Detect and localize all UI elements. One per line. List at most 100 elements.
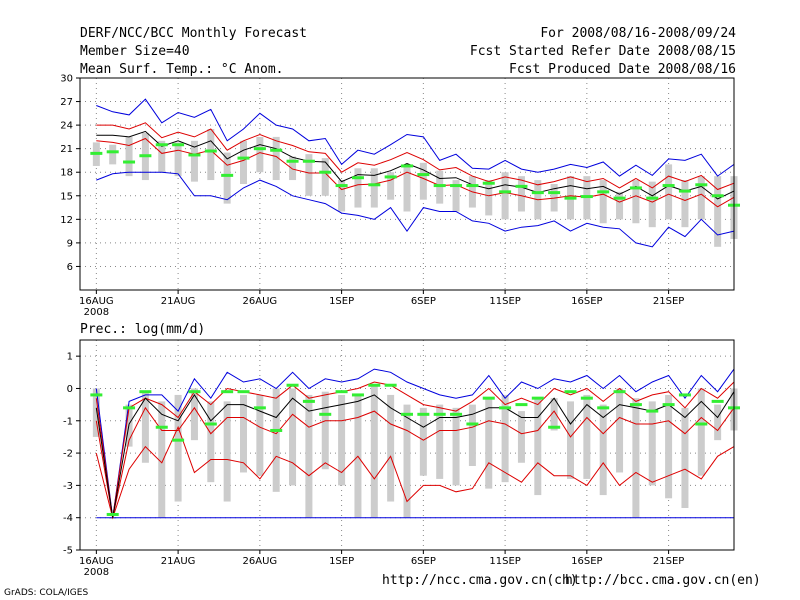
temp-observed-mark: [384, 175, 397, 179]
temp-observed-mark: [646, 196, 659, 200]
temp-observed-mark: [253, 147, 266, 151]
prec-box: [289, 388, 297, 486]
temp-box: [289, 156, 297, 181]
temp-box: [338, 180, 346, 212]
temp-observed-mark: [106, 150, 119, 154]
prec-xtick-label: 26AUG: [243, 556, 278, 567]
prec-box: [403, 404, 411, 518]
temp-box: [305, 154, 313, 196]
prec-lower-bound-line: [95, 425, 735, 520]
bcc-link[interactable]: http://bcc.cma.gov.cn(en): [565, 573, 761, 588]
temp-lower-line: [96, 137, 735, 208]
temp-xtick-label: 16AUG: [79, 296, 114, 307]
prec-observed-mark: [531, 396, 544, 400]
prec-observed-mark: [90, 393, 103, 397]
temp-observed-mark: [401, 164, 413, 168]
forecast-period: For 2008/08/16-2008/09/24: [540, 26, 736, 41]
temp-observed-mark: [204, 149, 217, 153]
temp-observed-mark: [515, 184, 528, 188]
temp-box: [354, 168, 362, 208]
prec-observed-mark: [123, 406, 136, 410]
forecast-title: DERF/NCC/BCC Monthly Forecast: [80, 26, 307, 41]
temp-ytick-label: 12: [60, 215, 73, 226]
prec-box: [501, 394, 509, 483]
temp-box: [321, 158, 329, 196]
prec-box: [517, 411, 525, 463]
temp-observed-mark: [90, 151, 103, 155]
temp-box: [190, 140, 198, 182]
prec-box: [321, 391, 329, 470]
temp-box: [436, 170, 444, 204]
produced-date: Fcst Produced Date 2008/08/16: [509, 62, 736, 77]
temp-xtick-label: 16SEP: [571, 296, 602, 307]
ncc-link[interactable]: http://ncc.cma.gov.cn(ch): [382, 573, 578, 588]
prec-box: [419, 407, 427, 476]
prec-box: [534, 398, 542, 496]
temp-observed-mark: [597, 190, 610, 194]
temp-box: [403, 164, 411, 212]
temp-ytick-label: 21: [60, 144, 73, 155]
temp-observed-mark: [678, 189, 691, 193]
prec-max-line: [95, 368, 735, 518]
temp-box: [616, 191, 624, 220]
prec-observed-mark: [319, 412, 332, 416]
prec-observed-mark: [368, 383, 381, 387]
temp-observed-mark: [417, 173, 430, 177]
prec-observed-mark: [139, 390, 152, 394]
prec-box: [223, 401, 231, 502]
prec-observed-mark: [613, 390, 626, 394]
temp-min-line: [96, 171, 735, 248]
prec-box: [436, 404, 444, 479]
temp-box: [158, 140, 166, 173]
prec-observed-mark: [188, 390, 201, 394]
prec-box: [648, 401, 656, 486]
prec-ytick-label: 0: [67, 384, 73, 395]
started-date: Fcst Started Refer Date 2008/08/15: [469, 44, 736, 59]
temp-box: [632, 180, 640, 224]
prec-box: [305, 394, 313, 518]
temp-box: [517, 176, 525, 212]
prec-observed-mark: [172, 438, 185, 442]
prec-ytick-label: -5: [63, 546, 73, 557]
temp-box: [714, 176, 722, 247]
temp-box: [223, 152, 231, 204]
prec-xtick-label: 1SEP: [329, 556, 354, 567]
prec-box: [370, 385, 378, 518]
temp-observed-mark: [433, 184, 446, 188]
prec-box: [272, 388, 280, 492]
prec-observed-mark: [564, 390, 577, 394]
prec-observed-mark: [548, 425, 561, 429]
temp-observed-mark: [302, 159, 315, 163]
prec-ytick-label: -1: [63, 416, 73, 427]
temp-observed-mark: [580, 195, 593, 199]
prec-box: [665, 394, 673, 499]
temp-box: [681, 180, 689, 228]
temp-mean-line: [96, 130, 735, 200]
temp-observed-mark: [335, 184, 348, 188]
prec-xtick-label: 16AUG: [79, 556, 114, 567]
temp-observed-mark: [155, 143, 168, 147]
prec-box: [681, 407, 689, 508]
temp-observed-mark: [237, 156, 250, 160]
prec-upper-line: [95, 381, 735, 518]
prec-box: [567, 401, 574, 479]
prec-mean-line: [95, 391, 735, 518]
temp-observed-mark: [139, 154, 152, 158]
temp-box: [207, 129, 215, 181]
temp-observed-mark: [123, 160, 136, 164]
prec-xtick-label: 6SEP: [411, 556, 436, 567]
temp-observed-mark: [319, 170, 332, 174]
prec-observed-mark: [711, 399, 724, 403]
temp-box: [387, 172, 395, 200]
temp-observed-mark: [629, 186, 642, 190]
prec-ytick-label: 1: [67, 352, 73, 363]
prec-box: [387, 394, 395, 502]
temp-observed-mark: [270, 148, 283, 152]
temp-observed-mark: [531, 191, 544, 195]
temp-ytick-label: 30: [60, 74, 73, 85]
temp-observed-mark: [482, 181, 495, 185]
prec-box: [599, 404, 607, 496]
prec-observed-mark: [695, 422, 708, 426]
temp-max-line: [96, 98, 735, 177]
temp-observed-mark: [172, 143, 185, 147]
